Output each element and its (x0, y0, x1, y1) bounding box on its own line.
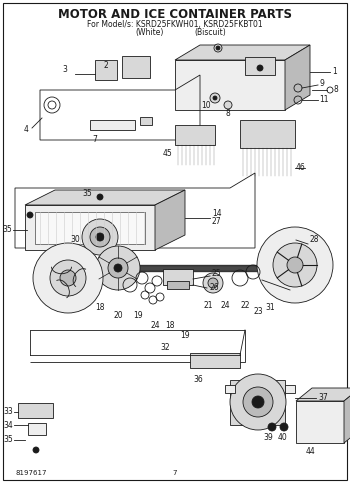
Polygon shape (35, 212, 145, 244)
Text: 8: 8 (334, 85, 339, 95)
Circle shape (214, 44, 222, 52)
Text: 40: 40 (277, 434, 287, 442)
Text: 39: 39 (263, 434, 273, 442)
Circle shape (203, 273, 223, 293)
Text: 31: 31 (265, 303, 275, 313)
Text: 11: 11 (319, 96, 329, 104)
Text: 8: 8 (226, 109, 230, 117)
Text: 3: 3 (63, 66, 68, 74)
FancyBboxPatch shape (28, 423, 46, 435)
Circle shape (280, 423, 288, 431)
Circle shape (216, 46, 220, 50)
Text: 1: 1 (332, 68, 337, 76)
Text: 32: 32 (160, 343, 170, 353)
Circle shape (273, 243, 317, 287)
Text: For Model/s: KSRD25FKWH01, KSRD25FKBT01: For Model/s: KSRD25FKWH01, KSRD25FKBT01 (87, 19, 263, 28)
Text: 24: 24 (220, 300, 230, 310)
Circle shape (268, 423, 276, 431)
Polygon shape (25, 205, 155, 250)
Text: 20: 20 (113, 312, 123, 321)
Circle shape (33, 243, 103, 313)
Text: 23: 23 (253, 308, 263, 316)
Text: 7: 7 (92, 136, 97, 144)
Circle shape (224, 101, 232, 109)
Text: (White): (White) (136, 28, 164, 37)
FancyBboxPatch shape (175, 125, 215, 145)
Circle shape (213, 96, 217, 100)
Text: 30: 30 (70, 236, 80, 244)
Circle shape (82, 219, 118, 255)
Text: MOTOR AND ICE CONTAINER PARTS: MOTOR AND ICE CONTAINER PARTS (58, 8, 292, 20)
Text: 8197617: 8197617 (15, 470, 47, 476)
Text: 9: 9 (319, 80, 324, 88)
Text: 18: 18 (95, 302, 105, 312)
Circle shape (96, 246, 140, 290)
Text: 21: 21 (203, 300, 213, 310)
Circle shape (243, 387, 273, 417)
Text: 4: 4 (23, 126, 28, 134)
Text: 10: 10 (201, 101, 211, 111)
Text: 7: 7 (173, 470, 177, 476)
Circle shape (287, 257, 303, 273)
Circle shape (230, 374, 286, 430)
Text: 45: 45 (162, 148, 172, 157)
FancyBboxPatch shape (190, 353, 240, 368)
Circle shape (108, 258, 128, 278)
Polygon shape (155, 190, 185, 250)
FancyBboxPatch shape (285, 385, 295, 393)
FancyBboxPatch shape (240, 120, 295, 148)
Circle shape (50, 260, 86, 296)
Text: 46: 46 (296, 164, 306, 172)
FancyBboxPatch shape (140, 117, 152, 125)
Circle shape (114, 264, 122, 272)
FancyBboxPatch shape (163, 269, 193, 285)
FancyBboxPatch shape (90, 120, 135, 130)
Text: 33: 33 (3, 408, 13, 416)
Text: 36: 36 (193, 375, 203, 384)
FancyBboxPatch shape (225, 385, 235, 393)
FancyBboxPatch shape (296, 401, 344, 443)
Text: 44: 44 (305, 448, 315, 456)
FancyBboxPatch shape (167, 281, 189, 289)
FancyBboxPatch shape (18, 403, 53, 418)
Text: (Biscuit): (Biscuit) (194, 28, 226, 37)
Circle shape (97, 194, 103, 200)
Circle shape (252, 396, 264, 408)
FancyBboxPatch shape (122, 56, 150, 78)
Circle shape (60, 270, 76, 286)
Text: 34: 34 (3, 421, 13, 429)
Circle shape (208, 278, 218, 288)
FancyBboxPatch shape (245, 57, 275, 75)
Text: 35: 35 (3, 436, 13, 444)
Text: 25: 25 (212, 270, 222, 279)
Polygon shape (344, 388, 350, 443)
Text: 26: 26 (209, 284, 219, 293)
Circle shape (33, 447, 39, 453)
Text: 27: 27 (212, 217, 222, 227)
FancyBboxPatch shape (230, 380, 285, 425)
Text: 22: 22 (240, 300, 250, 310)
Polygon shape (175, 45, 310, 60)
Polygon shape (285, 45, 310, 110)
Text: 35: 35 (82, 189, 92, 199)
Circle shape (96, 233, 104, 241)
Circle shape (27, 212, 33, 218)
Text: 18: 18 (165, 322, 175, 330)
Text: 35: 35 (2, 226, 12, 235)
Polygon shape (175, 60, 285, 110)
Text: 2: 2 (104, 61, 108, 71)
Polygon shape (296, 388, 350, 401)
Circle shape (210, 93, 220, 103)
Text: 14: 14 (212, 210, 222, 218)
Polygon shape (25, 190, 185, 205)
Circle shape (90, 227, 110, 247)
Text: 28: 28 (310, 236, 320, 244)
FancyBboxPatch shape (95, 60, 117, 80)
Text: 19: 19 (133, 312, 143, 321)
Text: 24: 24 (150, 322, 160, 330)
Circle shape (257, 65, 263, 71)
Circle shape (257, 227, 333, 303)
Text: 37: 37 (318, 394, 328, 402)
Text: 19: 19 (180, 330, 190, 340)
